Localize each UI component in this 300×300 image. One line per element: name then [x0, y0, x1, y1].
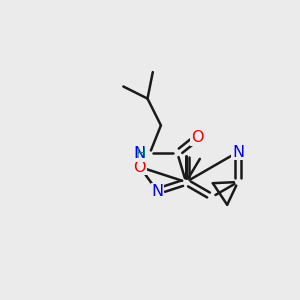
Text: H: H [136, 147, 146, 161]
Text: O: O [134, 160, 146, 175]
Text: N: N [134, 146, 146, 161]
Text: O: O [191, 130, 203, 145]
Text: N: N [152, 184, 164, 199]
Text: N: N [232, 145, 244, 160]
